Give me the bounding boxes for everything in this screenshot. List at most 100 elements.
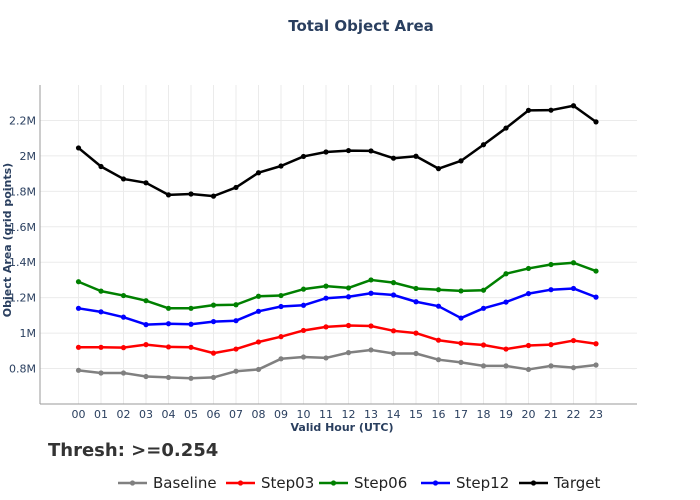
data-point-target xyxy=(458,158,464,164)
y-tick-label: 1.6M xyxy=(9,221,36,234)
data-point-step03 xyxy=(548,342,554,348)
x-tick-label: 19 xyxy=(499,408,513,421)
legend-item-step06: Step06 xyxy=(319,474,407,492)
data-point-baseline xyxy=(300,354,307,360)
data-point-target xyxy=(570,103,577,109)
data-point-step03 xyxy=(390,328,397,334)
data-point-step12 xyxy=(143,322,149,328)
data-point-step12 xyxy=(345,294,352,300)
series-line-baseline xyxy=(78,348,597,380)
x-tick-label: 06 xyxy=(207,408,221,421)
data-point-target xyxy=(278,163,284,169)
data-point-step12 xyxy=(300,302,307,308)
data-point-step03 xyxy=(188,344,194,350)
data-point-step06 xyxy=(593,268,599,274)
data-point-target xyxy=(75,145,82,151)
data-point-step03 xyxy=(98,344,104,350)
x-tick-label: 16 xyxy=(432,408,446,421)
x-tick-label: 08 xyxy=(252,408,266,421)
y-tick-label: 2M xyxy=(20,150,37,163)
legend-marker-step03 xyxy=(237,480,244,486)
series-step06 xyxy=(75,260,599,311)
x-tick-label: 18 xyxy=(477,408,491,421)
data-point-target xyxy=(233,184,239,191)
data-point-step06 xyxy=(300,286,307,292)
legend-label-baseline: Baseline xyxy=(153,474,217,492)
data-point-baseline xyxy=(345,350,352,356)
data-point-step03 xyxy=(480,342,487,348)
data-point-baseline xyxy=(143,373,149,380)
data-point-step12 xyxy=(525,290,532,297)
data-point-step03 xyxy=(233,346,239,352)
data-point-target xyxy=(188,191,194,197)
x-tick-label: 13 xyxy=(364,408,378,421)
data-point-step03 xyxy=(300,327,307,334)
data-point-baseline xyxy=(188,375,194,381)
data-point-step03 xyxy=(458,340,464,346)
x-tick-label: 17 xyxy=(454,408,468,421)
data-point-step03 xyxy=(143,342,149,348)
y-tick-label: 1M xyxy=(20,327,37,340)
data-point-step12 xyxy=(548,287,554,293)
data-point-step12 xyxy=(435,303,442,309)
y-axis-title: Object Area (grid points) xyxy=(1,163,14,317)
legend-item-baseline: Baseline xyxy=(118,474,217,492)
data-point-target xyxy=(390,155,397,161)
data-point-target xyxy=(548,107,554,113)
data-point-baseline xyxy=(210,374,217,381)
series-line-target xyxy=(77,104,597,198)
data-point-target xyxy=(98,163,104,170)
x-tick-label: 01 xyxy=(94,408,108,421)
y-tick-label: 2.2M xyxy=(9,114,36,127)
data-point-target xyxy=(413,153,419,159)
legend-marker-step12 xyxy=(432,480,439,486)
data-point-step12 xyxy=(120,314,127,320)
data-point-step06 xyxy=(458,288,464,294)
data-point-step12 xyxy=(210,318,217,325)
data-point-step12 xyxy=(480,305,487,311)
legend-item-step12: Step12 xyxy=(421,474,509,492)
data-point-baseline xyxy=(525,366,532,373)
data-point-step06 xyxy=(480,287,487,293)
legend-item-step03: Step03 xyxy=(226,474,314,492)
data-point-step03 xyxy=(323,324,329,330)
data-point-step03 xyxy=(593,341,599,347)
data-point-step12 xyxy=(390,292,397,298)
data-point-step06 xyxy=(255,293,262,299)
data-point-step06 xyxy=(188,305,194,311)
series-baseline xyxy=(75,347,599,381)
x-tick-label: 20 xyxy=(522,408,536,421)
data-point-target xyxy=(323,149,329,155)
data-point-step12 xyxy=(188,321,194,327)
x-tick-label: 12 xyxy=(342,408,356,421)
legend-label-step03: Step03 xyxy=(261,474,314,492)
data-point-step12 xyxy=(593,294,599,300)
legend-marker-step06 xyxy=(330,480,337,486)
data-point-step06 xyxy=(345,285,352,291)
data-point-target xyxy=(143,180,149,186)
legend-label-step06: Step06 xyxy=(354,474,407,492)
data-point-target xyxy=(345,147,352,154)
data-point-step12 xyxy=(503,299,509,305)
data-point-baseline xyxy=(570,365,577,371)
data-point-baseline xyxy=(480,363,487,369)
data-point-step06 xyxy=(548,261,554,268)
data-point-baseline xyxy=(413,350,419,357)
x-tick-label: 21 xyxy=(544,408,558,421)
data-point-target xyxy=(368,148,374,154)
data-point-target xyxy=(593,119,599,125)
legend-marker-target xyxy=(530,480,537,486)
x-tick-label: 10 xyxy=(297,408,311,421)
series-target xyxy=(75,103,599,199)
data-point-step06 xyxy=(165,305,172,311)
data-point-step06 xyxy=(75,279,82,285)
x-tick-label: 04 xyxy=(162,408,176,421)
data-point-step12 xyxy=(255,308,262,314)
legend-item-target: Target xyxy=(519,474,601,492)
x-tick-label: 14 xyxy=(387,408,401,421)
data-point-step03 xyxy=(210,350,217,356)
data-point-target xyxy=(503,125,509,131)
data-point-step03 xyxy=(345,322,352,329)
data-point-step12 xyxy=(570,285,577,292)
